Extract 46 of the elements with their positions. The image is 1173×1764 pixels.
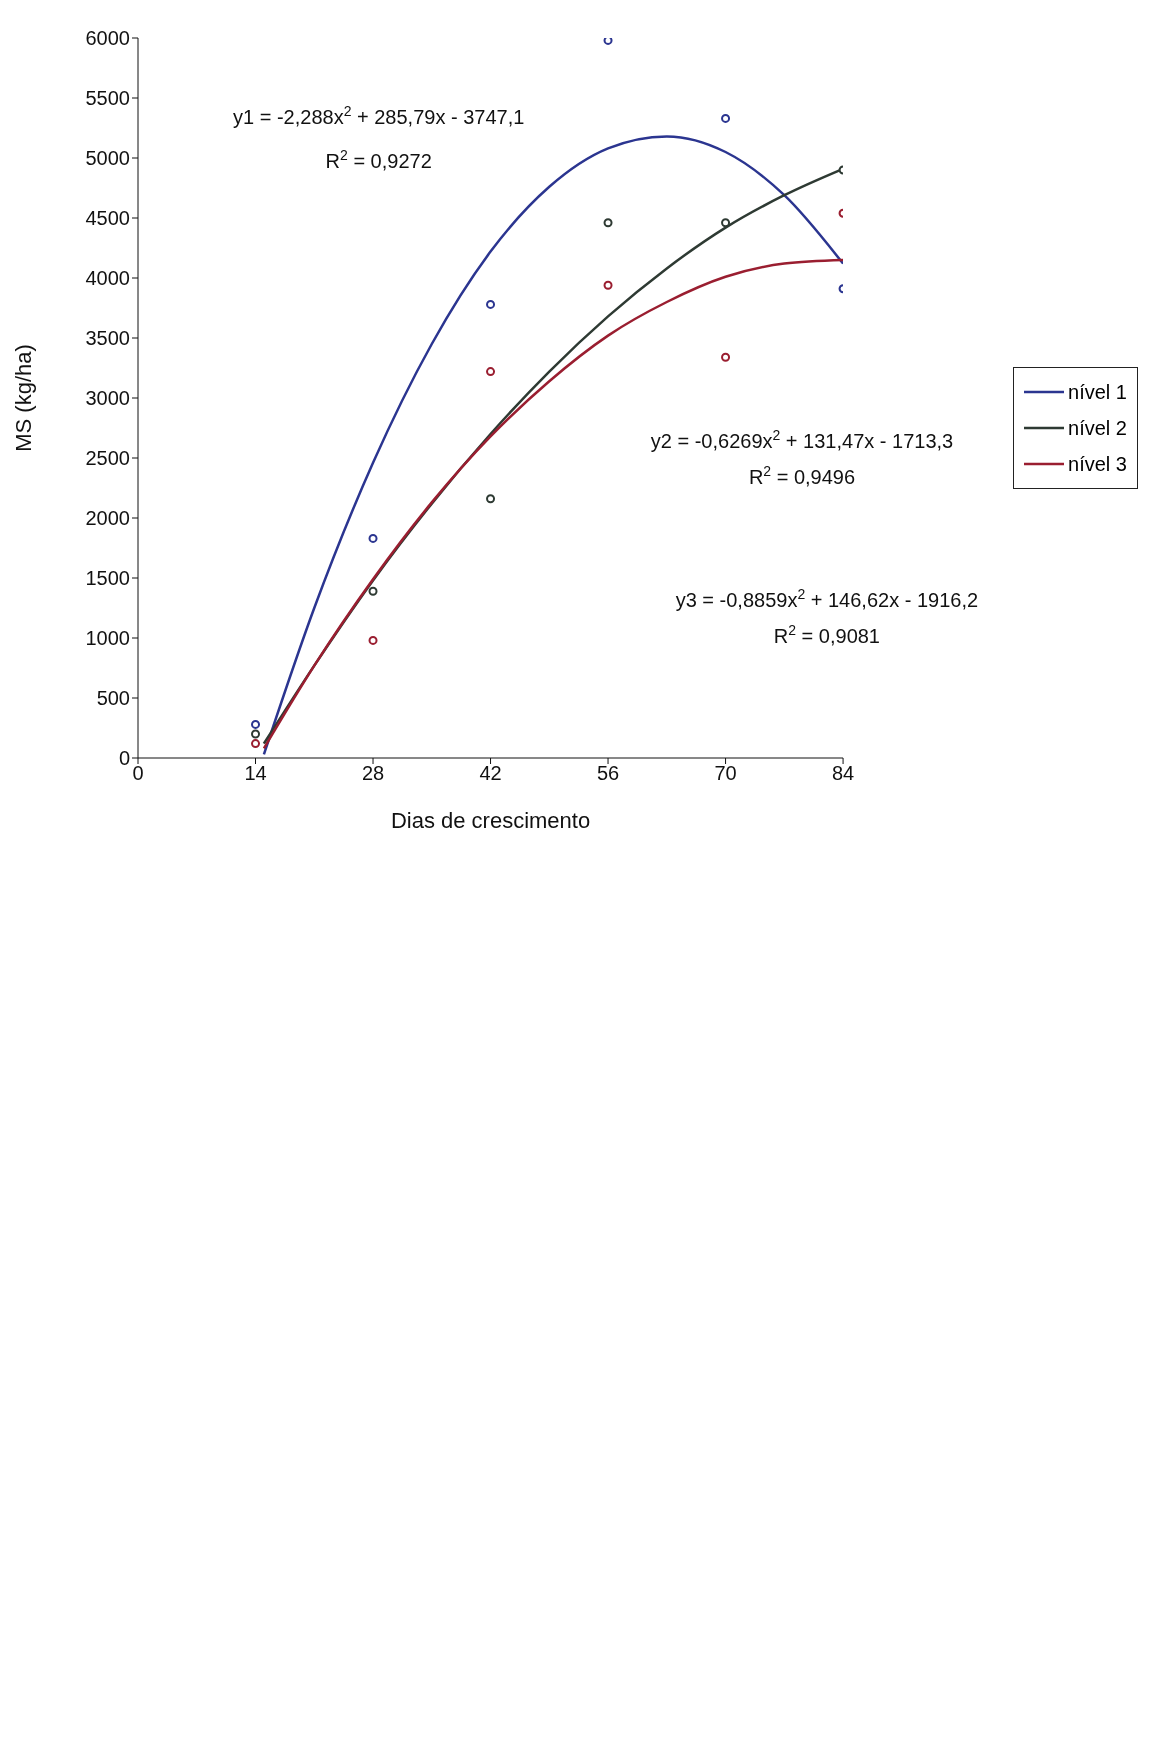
legend-label: nível 1 bbox=[1068, 380, 1127, 405]
x-axis-title: Dias de crescimento bbox=[390, 808, 591, 833]
y-tick-label: 3500 bbox=[85, 327, 130, 350]
x-tick-label: 56 bbox=[596, 762, 620, 785]
point bbox=[368, 635, 378, 645]
x-tick-label: 84 bbox=[831, 762, 855, 785]
point bbox=[251, 729, 261, 739]
point bbox=[251, 719, 261, 729]
annotation: y1 = -2,288x$^{2}$ + 285,79x - 3747,1 bbox=[233, 103, 525, 129]
point bbox=[721, 352, 731, 362]
point bbox=[721, 218, 731, 228]
point bbox=[486, 367, 496, 377]
annotation: R$^{2}$ = 0,9081 bbox=[773, 621, 881, 647]
y-tick-label: 5000 bbox=[85, 147, 130, 170]
y-tick-label: 500 bbox=[96, 687, 130, 710]
x-tick-label: 42 bbox=[479, 762, 502, 785]
annotation: R$^{2}$ = 0,9496 bbox=[748, 463, 856, 489]
point bbox=[486, 494, 496, 504]
legend-label: nível 2 bbox=[1068, 416, 1127, 441]
y-tick-label: 4500 bbox=[85, 207, 130, 230]
point bbox=[486, 299, 496, 309]
point bbox=[368, 533, 378, 543]
y-tick-label: 6000 bbox=[85, 27, 130, 50]
annotation: y2 = -0,6269x$^{2}$ + 131,47x - 1713,3 bbox=[650, 427, 954, 453]
y-tick-label: 1500 bbox=[85, 567, 130, 590]
point bbox=[603, 218, 613, 228]
y-tick-label: 5500 bbox=[85, 87, 130, 110]
y-tick-label: 0 bbox=[118, 747, 130, 770]
annotation: y3 = -0,8859x$^{2}$ + 146,62x - 1916,2 bbox=[675, 585, 979, 611]
point bbox=[721, 113, 731, 123]
y-axis-title: MS (kg/ha) bbox=[10, 344, 36, 452]
x-tick-label: 70 bbox=[714, 762, 737, 785]
x-tick-label: 0 bbox=[132, 762, 144, 785]
y-tick-label: 1000 bbox=[85, 627, 130, 650]
y-tick-label: 2500 bbox=[85, 447, 130, 470]
annotation: R$^{2}$ = 0,9272 bbox=[325, 146, 432, 172]
point bbox=[603, 280, 613, 290]
y-tick-label: 4000 bbox=[85, 267, 130, 290]
y-tick-label: 2000 bbox=[85, 507, 130, 530]
y-tick-label: 3000 bbox=[85, 387, 130, 410]
x-tick-label: 14 bbox=[244, 762, 267, 785]
point bbox=[368, 586, 378, 596]
legend-label: nível 3 bbox=[1068, 452, 1127, 477]
point bbox=[603, 38, 613, 45]
x-tick-label: 28 bbox=[361, 762, 385, 785]
point bbox=[251, 739, 261, 749]
